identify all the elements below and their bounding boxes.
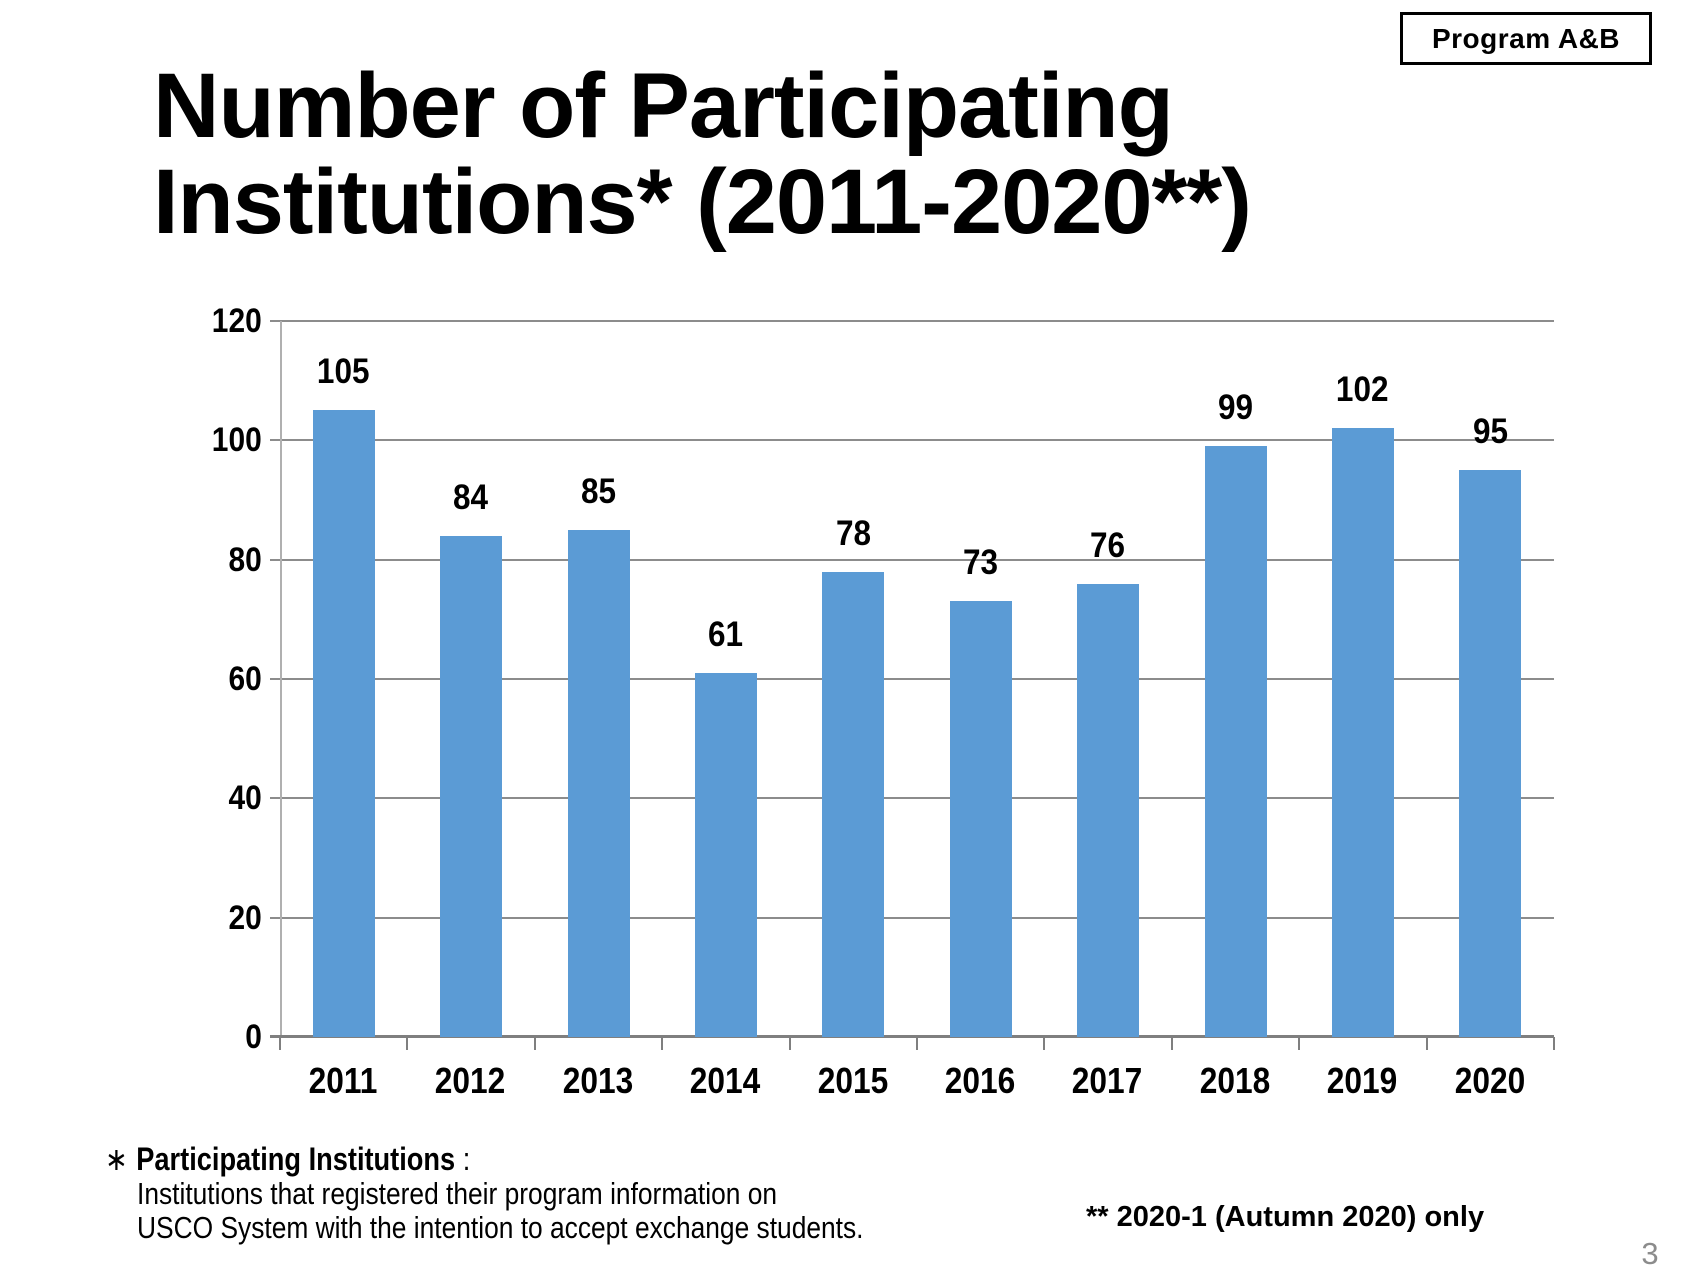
bar-value-label-text: 95: [1472, 412, 1509, 451]
bar-value-label: 84: [407, 480, 534, 516]
x-axis-label-text: 2018: [1200, 1060, 1271, 1101]
x-axis-label: 2014: [662, 1062, 789, 1100]
page-title: Number of Participating Institutions* (2…: [153, 55, 1252, 253]
bar-value-label: 78: [790, 516, 917, 552]
bar-value-label-text: 85: [580, 472, 617, 511]
bar-value-label: 76: [1044, 528, 1171, 564]
bar-value-label: 73: [917, 545, 1044, 581]
footnote-colon: :: [462, 1141, 471, 1177]
x-axis-label: 2015: [790, 1062, 917, 1100]
x-axis-label-text: 2019: [1327, 1060, 1398, 1101]
bar-value-label-text: 61: [707, 615, 744, 654]
bar-2014: [695, 673, 757, 1037]
bar-value-label-text: 76: [1089, 526, 1126, 565]
y-axis-label: 120: [112, 303, 262, 339]
y-axis-label: 20: [112, 900, 262, 936]
bar-2017: [1077, 584, 1139, 1037]
bar-2019: [1332, 428, 1394, 1037]
bar-2020: [1459, 470, 1521, 1037]
y-axis-label: 0: [112, 1019, 262, 1055]
bar-2013: [568, 530, 630, 1037]
bar-2012: [440, 536, 502, 1037]
bar-value-label-text: 102: [1336, 370, 1389, 409]
x-axis-label-text: 2012: [435, 1060, 506, 1101]
x-axis-label: 2016: [917, 1062, 1044, 1100]
y-axis-label: 80: [112, 542, 262, 578]
x-axis-tick: [1553, 1037, 1555, 1050]
x-axis-tick: [279, 1037, 281, 1050]
y-axis-line: [280, 321, 282, 1037]
footnote-autumn-2020: ** 2020-1 (Autumn 2020) only: [1086, 1201, 1485, 1233]
x-axis-label-text: 2013: [563, 1060, 634, 1101]
footnote-definition-line1: Institutions that registered their progr…: [137, 1176, 778, 1211]
bar-value-label-text: 99: [1217, 388, 1254, 427]
footnote-definition-line2: USCO System with the intention to accept…: [137, 1210, 864, 1245]
y-gridline: [270, 916, 1554, 919]
y-axis-label: 60: [112, 661, 262, 697]
bar-value-label: 99: [1172, 390, 1299, 426]
page-title-line2: Institutions* (2011-2020**): [153, 151, 1252, 253]
bar-2016: [950, 601, 1012, 1037]
x-axis-tick: [788, 1037, 791, 1050]
x-axis-tick: [1425, 1037, 1428, 1050]
bar-value-label-text: 84: [452, 478, 489, 517]
x-axis-label: 2011: [280, 1062, 407, 1100]
x-axis-tick: [1170, 1037, 1173, 1050]
x-axis-tick: [406, 1037, 409, 1050]
x-axis-label: 2013: [535, 1062, 662, 1100]
x-axis-tick: [661, 1037, 664, 1050]
x-axis-label: 2017: [1044, 1062, 1171, 1100]
x-axis-label: 2012: [407, 1062, 534, 1100]
y-axis-label-text: 40: [228, 779, 262, 818]
y-axis-label-text: 60: [228, 660, 262, 698]
y-axis-label-text: 80: [228, 540, 262, 579]
x-axis-tick: [533, 1037, 536, 1050]
x-axis-tick: [1298, 1037, 1301, 1050]
bar-value-label: 85: [535, 474, 662, 510]
bar-value-label: 105: [280, 354, 407, 390]
bar-2018: [1205, 446, 1267, 1037]
footnote-participating-institutions: ∗ Participating Institutions :: [105, 1140, 470, 1178]
bar-2011: [313, 410, 375, 1037]
program-badge-label: Program A&B: [1431, 22, 1621, 54]
bar-value-label: 61: [662, 617, 789, 653]
x-axis-label: 2020: [1427, 1062, 1554, 1100]
page-number: 3: [1641, 1236, 1659, 1271]
y-gridline: [270, 439, 1554, 442]
footnote-term: Participating Institutions: [136, 1141, 456, 1177]
x-axis-label-text: 2011: [309, 1060, 378, 1101]
y-axis-label-text: 0: [245, 1018, 262, 1056]
y-axis-label: 40: [112, 780, 262, 816]
y-gridline: [270, 678, 1554, 680]
x-axis-label-text: 2016: [945, 1060, 1016, 1101]
program-badge: Program A&B: [1400, 12, 1652, 65]
x-axis-label-text: 2014: [690, 1060, 761, 1101]
x-axis-label-text: 2015: [818, 1060, 889, 1101]
bar-2015: [822, 572, 884, 1037]
bar-value-label-text: 78: [835, 514, 872, 553]
x-axis-label-text: 2017: [1072, 1060, 1143, 1101]
bar-value-label-text: 105: [317, 352, 370, 391]
y-gridline: [270, 797, 1554, 800]
page-title-line1: Number of Participating: [153, 55, 1174, 157]
bar-value-label: 95: [1427, 414, 1554, 450]
x-axis-label: 2018: [1172, 1062, 1299, 1100]
bar-value-label-text: 73: [962, 543, 999, 582]
y-gridline: [270, 558, 1554, 561]
x-axis-tick: [1043, 1037, 1046, 1050]
y-axis-label: 100: [112, 422, 262, 458]
bar-value-label: 102: [1299, 372, 1426, 408]
y-axis-label-text: 20: [228, 898, 262, 937]
y-axis-label-text: 100: [212, 421, 262, 460]
x-axis-label: 2019: [1299, 1062, 1426, 1100]
y-axis-label-text: 120: [212, 302, 262, 340]
x-axis-label-text: 2020: [1455, 1060, 1526, 1101]
asterisk-icon: ∗: [105, 1141, 128, 1177]
x-axis-tick: [916, 1037, 918, 1050]
x-axis-line: [270, 1035, 1554, 1038]
y-gridline: [270, 320, 1554, 322]
